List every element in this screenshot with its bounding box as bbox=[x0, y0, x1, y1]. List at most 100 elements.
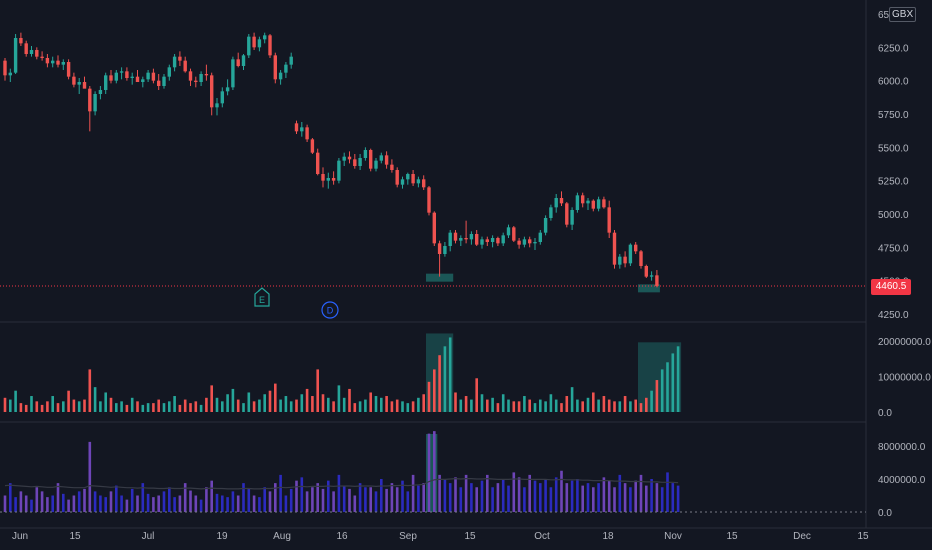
indicator-bar bbox=[496, 483, 500, 512]
candle bbox=[485, 239, 489, 242]
indicator-bar bbox=[99, 495, 102, 512]
candle bbox=[549, 207, 553, 218]
candle bbox=[475, 234, 479, 245]
volume-bar bbox=[390, 401, 394, 412]
candle bbox=[19, 38, 23, 44]
indicator-bar bbox=[613, 487, 616, 512]
volume-bar bbox=[289, 401, 293, 412]
volume-bar bbox=[236, 399, 240, 412]
y-tick-label: 6000.0 bbox=[878, 77, 909, 88]
indicator-bar bbox=[523, 487, 526, 512]
candle bbox=[82, 82, 87, 89]
candle bbox=[363, 150, 368, 158]
volume-bar bbox=[438, 355, 441, 412]
candle bbox=[581, 195, 585, 204]
candle bbox=[236, 59, 240, 66]
candle bbox=[464, 238, 468, 240]
indicator-bar bbox=[533, 480, 537, 512]
y-tick-label: 5750.0 bbox=[878, 110, 909, 121]
volume-bar bbox=[570, 387, 574, 412]
indicator-bar bbox=[676, 485, 680, 512]
candle bbox=[35, 50, 39, 57]
volume-bar bbox=[3, 397, 7, 412]
y-tick-label: 8000000.0 bbox=[878, 442, 926, 453]
candle bbox=[342, 156, 346, 161]
volume-bar bbox=[35, 401, 39, 412]
indicator-bar bbox=[464, 474, 468, 512]
volume-bar bbox=[9, 399, 12, 412]
candle bbox=[448, 232, 452, 246]
x-tick-label: Jun bbox=[12, 531, 28, 542]
candle bbox=[45, 58, 50, 64]
candle bbox=[316, 152, 320, 174]
indicator-bar bbox=[586, 483, 590, 512]
indicator-bar bbox=[146, 493, 150, 512]
candle bbox=[289, 56, 293, 65]
candle bbox=[411, 174, 415, 184]
candle bbox=[278, 72, 283, 80]
volume-bar bbox=[411, 401, 415, 412]
volume-bar bbox=[221, 401, 224, 412]
indicator-bar bbox=[120, 495, 123, 512]
volume-bar bbox=[56, 403, 60, 412]
candle bbox=[374, 160, 378, 169]
indicator-bar bbox=[364, 487, 367, 512]
indicator-bar bbox=[618, 474, 622, 512]
volume-bar bbox=[650, 390, 653, 412]
candle bbox=[607, 207, 611, 233]
volume-bar bbox=[173, 396, 176, 412]
indicator-bar bbox=[189, 490, 192, 512]
volume-bar bbox=[40, 404, 44, 412]
volume-bar bbox=[475, 378, 478, 412]
volume-bar bbox=[676, 346, 680, 412]
volume-bar bbox=[401, 401, 404, 412]
candle bbox=[109, 75, 113, 81]
volume-bar bbox=[300, 394, 304, 412]
indicator-bar bbox=[486, 474, 489, 512]
indicator-bar bbox=[77, 491, 81, 512]
volume-bar bbox=[358, 401, 362, 412]
volume-bar bbox=[629, 401, 632, 412]
indicator-bar bbox=[321, 488, 325, 512]
indicator-bar bbox=[374, 491, 378, 512]
candle bbox=[135, 76, 140, 82]
candle bbox=[379, 155, 383, 161]
indicator-highlight bbox=[426, 434, 438, 512]
indicator-bar bbox=[539, 483, 542, 512]
volume-bar bbox=[454, 392, 457, 412]
volume-bar bbox=[24, 404, 28, 412]
indicator-bar bbox=[623, 483, 627, 512]
volume-bar bbox=[152, 403, 155, 412]
volume-bar bbox=[279, 399, 282, 412]
candle bbox=[565, 203, 569, 225]
indicator-bar bbox=[194, 495, 198, 512]
indicator-bar bbox=[501, 479, 505, 512]
indicator-bar bbox=[491, 487, 494, 512]
indicator-bar bbox=[141, 483, 145, 512]
candle bbox=[326, 178, 330, 181]
indicator-bar bbox=[226, 497, 229, 512]
indicator-bar bbox=[279, 474, 282, 512]
currency-badge[interactable]: GBX bbox=[889, 7, 917, 22]
indicator-bar bbox=[199, 499, 203, 512]
indicator-bar bbox=[332, 491, 335, 512]
indicator-bar bbox=[475, 487, 478, 512]
x-tick-label: 19 bbox=[216, 531, 228, 542]
indicator-bar bbox=[215, 493, 219, 512]
candle bbox=[400, 179, 405, 185]
candle bbox=[29, 50, 34, 54]
candle bbox=[194, 80, 198, 82]
volume-bar bbox=[565, 396, 569, 412]
y-tick-label: 4750.0 bbox=[878, 243, 909, 254]
volume-bar bbox=[618, 401, 622, 412]
indicator-bar bbox=[438, 474, 441, 512]
volume-bar bbox=[274, 383, 277, 412]
indicator-bar bbox=[300, 477, 304, 512]
volume-bar bbox=[623, 396, 627, 412]
volume-bar bbox=[342, 397, 346, 412]
indicator-bar bbox=[183, 483, 187, 512]
volume-bar bbox=[480, 394, 484, 412]
candle bbox=[66, 62, 71, 77]
